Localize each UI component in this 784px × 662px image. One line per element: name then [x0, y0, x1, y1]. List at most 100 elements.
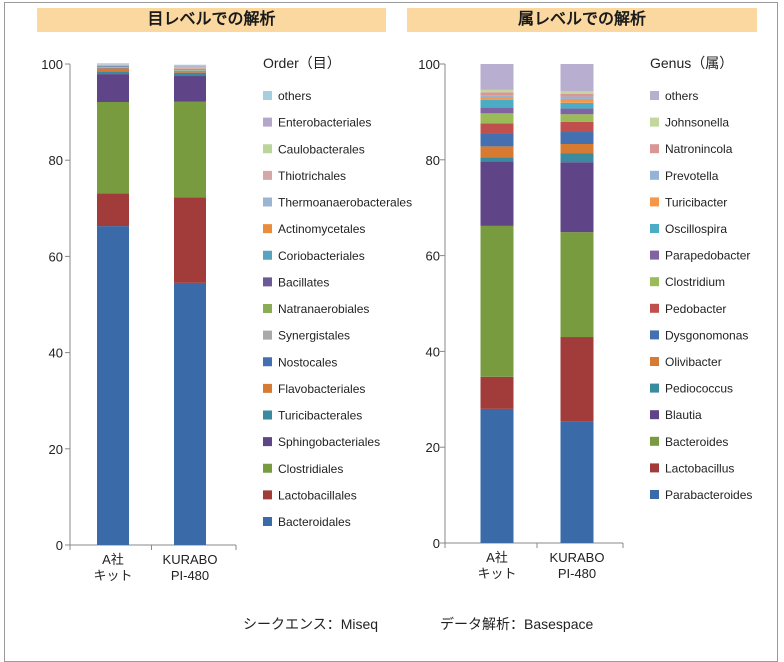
legend-title: Order（目）	[263, 55, 341, 71]
legend-swatch	[263, 224, 272, 233]
legend-swatch	[650, 251, 659, 260]
category-label: PI-480	[558, 566, 596, 581]
bar-segment-flavobacteriales	[97, 68, 129, 71]
legend-label: Oscillospira	[665, 222, 727, 236]
legend-swatch	[263, 304, 272, 313]
y-tick-label: 0	[56, 538, 63, 553]
bar-segment-clostridiales	[174, 102, 206, 198]
legend-label: Parapedobacter	[665, 249, 750, 263]
legend-swatch	[263, 144, 272, 153]
y-tick-label: 60	[49, 249, 63, 264]
bar-segment-bacteroides	[561, 232, 594, 337]
bar-segment-natronincola	[481, 92, 514, 95]
bar-segment-parabacteroides	[481, 409, 514, 543]
y-tick-label: 40	[49, 346, 63, 361]
legend-swatch	[263, 411, 272, 420]
legend-label: others	[665, 89, 698, 103]
legend-title: Genus（属）	[650, 55, 733, 71]
y-tick-label: 100	[418, 57, 440, 72]
legend-label: Caulobacterales	[278, 142, 365, 156]
bar-segment-lactobacillus	[481, 377, 514, 409]
bar-segment-enterobacteriales	[174, 66, 206, 67]
legend-swatch	[650, 277, 659, 286]
legend-label: Clostridiales	[278, 462, 343, 476]
legend-swatch	[263, 118, 272, 127]
legend-swatch	[263, 91, 272, 100]
sequencer-note: シークエンス：Miseq	[243, 614, 378, 634]
legend-swatch	[650, 490, 659, 499]
legend-swatch	[263, 357, 272, 366]
legend-label: Olivibacter	[665, 355, 722, 369]
y-tick-label: 40	[426, 344, 440, 359]
legend-swatch	[650, 197, 659, 206]
legend-label: Turicibacter	[665, 195, 727, 209]
legend-label: Parabacteroides	[665, 488, 752, 502]
legend-label: Dysgonomonas	[665, 328, 748, 342]
legend-swatch	[650, 463, 659, 472]
legend-swatch	[263, 464, 272, 473]
bar-segment-bacteroidales	[97, 226, 129, 545]
category-label: PI-480	[171, 568, 209, 583]
y-tick-label: 80	[49, 153, 63, 168]
legend-label: Natranaerobiales	[278, 302, 369, 316]
legend-swatch	[650, 91, 659, 100]
legend-label: Thermoanaerobacterales	[278, 196, 412, 210]
y-tick-label: 20	[49, 442, 63, 457]
y-tick-label: 20	[426, 440, 440, 455]
bar-segment-pediococcus	[561, 153, 594, 162]
legend-label: Turicibacterales	[278, 409, 362, 423]
legend-label: Nostocales	[278, 355, 337, 369]
bar-segment-turicibacterales	[97, 71, 129, 74]
bar-segment-others	[174, 65, 206, 66]
bar-segment-bacteroidales	[174, 283, 206, 545]
category-label: KURABO	[163, 552, 218, 567]
legend-label: Natronincola	[665, 142, 733, 156]
category-label: A社	[486, 550, 508, 565]
legend-swatch	[650, 224, 659, 233]
bar-segment-turicibacter	[561, 99, 594, 103]
legend-swatch	[650, 171, 659, 180]
legend-swatch	[650, 437, 659, 446]
bar-segment-johnsonella	[481, 90, 514, 92]
bar-segment-lactobacillales	[97, 193, 129, 226]
legend-label: Blautia	[665, 408, 702, 422]
legend-label: others	[278, 89, 311, 103]
bar-segment-blautia	[481, 161, 514, 226]
bar-segment-turicibacterales	[174, 73, 206, 76]
bar-segment-sphingobacteriales	[97, 74, 129, 102]
legend-label: Johnsonella	[665, 116, 729, 130]
bar-segment-lactobacillus	[561, 337, 594, 422]
legend-label: Thiotrichales	[278, 169, 346, 183]
legend-swatch	[263, 331, 272, 340]
y-tick-label: 80	[426, 153, 440, 168]
legend-label: Actinomycetales	[278, 222, 365, 236]
bar-segment-dysgonomonas	[561, 132, 594, 144]
legend-swatch	[263, 437, 272, 446]
bar-segment-prevotella	[481, 95, 514, 97]
legend-swatch	[650, 330, 659, 339]
bar-segment-flavobacteriales	[174, 71, 206, 72]
legend-swatch	[650, 118, 659, 127]
bar-segment-sphingobacteriales	[174, 76, 206, 101]
bar-segment-turicibacter	[481, 98, 514, 100]
legend-swatch	[263, 198, 272, 207]
legend-label: Prevotella	[665, 169, 719, 183]
legend-swatch	[650, 410, 659, 419]
bar-segment-clostridiales	[97, 102, 129, 193]
legend-swatch	[263, 384, 272, 393]
legend-label: Clostridium	[665, 275, 725, 289]
legend-swatch	[263, 517, 272, 526]
bar-segment-oscillospira	[481, 100, 514, 108]
bar-segment-olivibacter	[481, 146, 514, 157]
y-tick-label: 100	[41, 57, 63, 72]
bar-segment-oscillospira	[561, 103, 594, 109]
bar-segment-pedobacter	[481, 123, 514, 133]
bar-segment-parabacteroides	[561, 422, 594, 543]
bar-segment-clostridium	[561, 114, 594, 122]
legend-label: Synergistales	[278, 329, 350, 343]
bar-segment-natronincola	[561, 94, 594, 97]
bar-segment-prevotella	[561, 97, 594, 99]
category-label: キット	[477, 566, 516, 581]
bar-segment-johnsonella	[561, 91, 594, 93]
bar-segment-lactobacillales	[174, 197, 206, 283]
